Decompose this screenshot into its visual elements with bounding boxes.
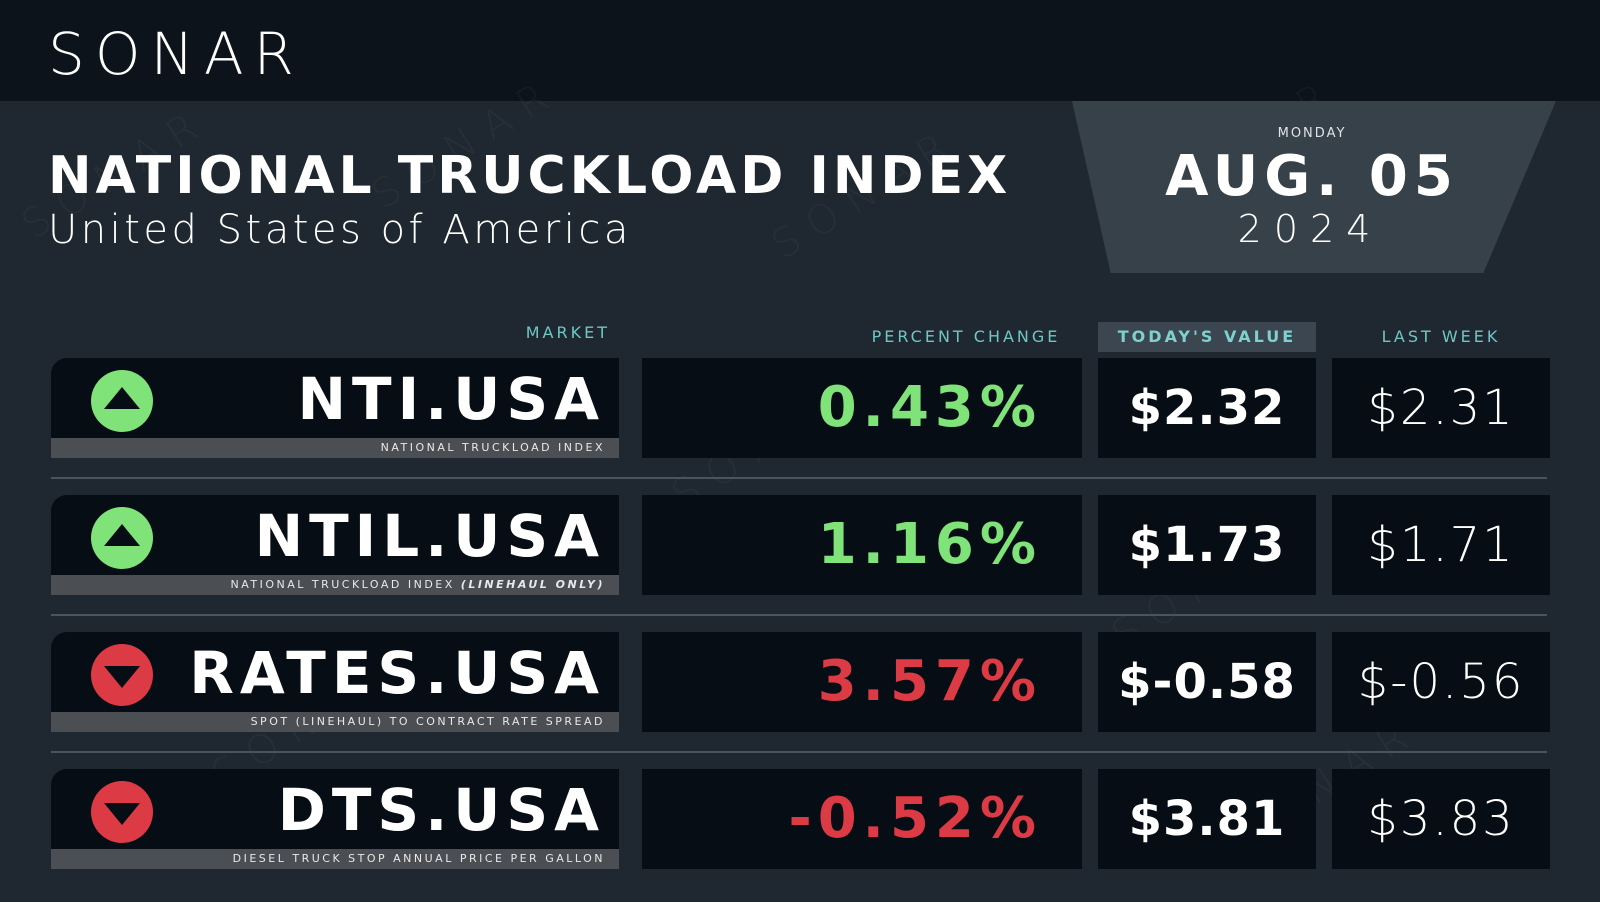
description-text: NATIONAL TRUCKLOAD INDEX — [380, 441, 605, 454]
market-description: SPOT (LINEHAUL) TO CONTRACT RATE SPREAD — [51, 712, 619, 732]
row-divider — [51, 614, 1547, 616]
date-month-day: AUG. 05 — [1165, 144, 1459, 209]
market-ticker: DTS.USA — [277, 776, 605, 844]
percent-change-value: 1.16% — [642, 495, 1082, 595]
todays-value: $1.73 — [1098, 495, 1316, 595]
percent-change-value: 3.57% — [642, 632, 1082, 732]
last-week-value: $3.83 — [1332, 769, 1550, 869]
market-card: NTIL.USA NATIONAL TRUCKLOAD INDEX (LINEH… — [51, 495, 619, 595]
description-text: DIESEL TRUCK STOP ANNUAL PRICE PER GALLO… — [232, 852, 605, 865]
market-card: DTS.USA DIESEL TRUCK STOP ANNUAL PRICE P… — [51, 769, 619, 869]
percent-change-value: -0.52% — [642, 769, 1082, 869]
description-text: SPOT (LINEHAUL) TO CONTRACT RATE SPREAD — [250, 715, 605, 728]
todays-value: $3.81 — [1098, 769, 1316, 869]
todays-value: $-0.58 — [1098, 632, 1316, 732]
column-header-todays-value: TODAY'S VALUE — [1098, 322, 1316, 352]
description-text: NATIONAL TRUCKLOAD INDEX — [230, 578, 461, 591]
table-row: RATES.USA SPOT (LINEHAUL) TO CONTRACT RA… — [0, 632, 1600, 734]
last-week-value: $1.71 — [1332, 495, 1550, 595]
market-ticker: RATES.USA — [189, 639, 605, 707]
date-year: 2024 — [1237, 207, 1383, 251]
date-day-of-week: MONDAY — [1277, 126, 1347, 141]
market-description: NATIONAL TRUCKLOAD INDEX — [51, 438, 619, 458]
market-ticker: NTI.USA — [297, 365, 605, 433]
market-card: RATES.USA SPOT (LINEHAUL) TO CONTRACT RA… — [51, 632, 619, 732]
last-week-value: $-0.56 — [1332, 632, 1550, 732]
description-italic-text: (LINEHAUL ONLY) — [460, 578, 605, 591]
column-header-percent-change: PERCENT CHANGE — [871, 327, 1061, 346]
market-description: DIESEL TRUCK STOP ANNUAL PRICE PER GALLO… — [51, 849, 619, 869]
table-row: NTIL.USA NATIONAL TRUCKLOAD INDEX (LINEH… — [0, 495, 1600, 597]
down-triangle-icon — [91, 781, 153, 843]
percent-change-value: 0.43% — [642, 358, 1082, 458]
page-title: NATIONAL TRUCKLOAD INDEX — [48, 146, 1012, 206]
row-divider — [51, 751, 1547, 753]
column-header-market: MARKET — [525, 323, 610, 342]
up-triangle-icon — [91, 370, 153, 432]
market-card: NTI.USA NATIONAL TRUCKLOAD INDEX — [51, 358, 619, 458]
up-triangle-icon — [91, 507, 153, 569]
page-subtitle: United States of America — [48, 207, 632, 253]
sonar-logo: SONAR — [48, 20, 304, 88]
column-header-last-week: LAST WEEK — [1381, 327, 1501, 346]
market-ticker: NTIL.USA — [254, 502, 605, 570]
table-row: NTI.USA NATIONAL TRUCKLOAD INDEX 0.43% $… — [0, 358, 1600, 460]
last-week-value: $2.31 — [1332, 358, 1550, 458]
date-panel — [1072, 101, 1556, 273]
down-triangle-icon — [91, 644, 153, 706]
top-bar: SONAR — [0, 0, 1600, 101]
row-divider — [51, 477, 1547, 479]
todays-value: $2.32 — [1098, 358, 1316, 458]
market-description: NATIONAL TRUCKLOAD INDEX (LINEHAUL ONLY) — [51, 575, 619, 595]
table-row: DTS.USA DIESEL TRUCK STOP ANNUAL PRICE P… — [0, 769, 1600, 871]
